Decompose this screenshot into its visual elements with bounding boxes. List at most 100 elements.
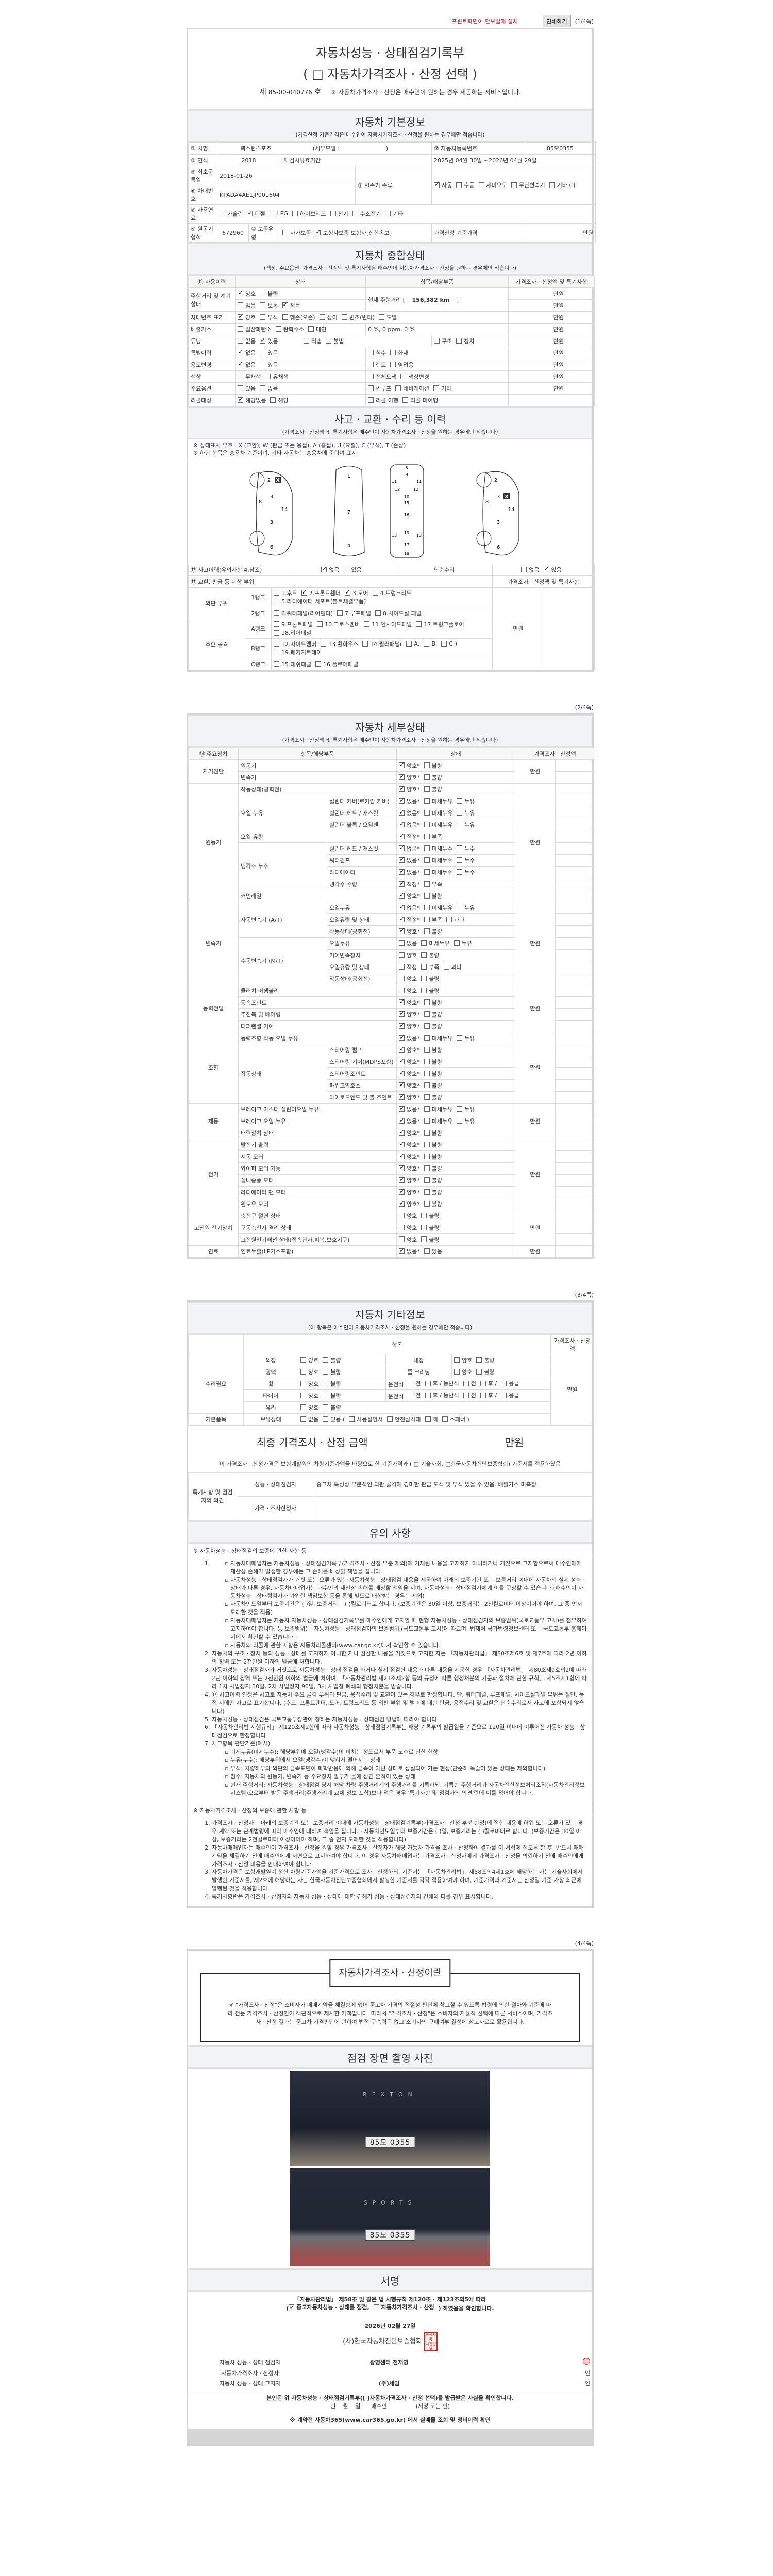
checkbox[interactable]: [399, 1105, 405, 1112]
checkbox[interactable]: [399, 1010, 405, 1018]
checkbox[interactable]: [399, 1225, 405, 1231]
checkbox[interactable]: [372, 590, 378, 596]
checkbox[interactable]: [321, 641, 327, 647]
checkbox[interactable]: [300, 1404, 306, 1411]
checkbox[interactable]: [457, 810, 463, 816]
checkbox[interactable]: [270, 397, 276, 403]
checkbox[interactable]: [341, 314, 347, 320]
checkbox[interactable]: [349, 1416, 355, 1422]
checkbox[interactable]: [424, 1118, 430, 1124]
checkbox[interactable]: [300, 1416, 306, 1422]
checkbox[interactable]: [220, 211, 225, 217]
checkbox[interactable]: [424, 786, 430, 792]
checkbox[interactable]: [463, 1380, 469, 1386]
checkbox[interactable]: [238, 348, 243, 356]
checkbox[interactable]: [399, 927, 405, 935]
checkbox[interactable]: [399, 1213, 405, 1219]
checkbox[interactable]: [424, 928, 430, 935]
checkbox[interactable]: [399, 976, 405, 982]
checkbox[interactable]: [424, 1047, 430, 1053]
checkbox[interactable]: [424, 881, 430, 887]
checkbox[interactable]: [300, 1381, 306, 1387]
checkbox[interactable]: [480, 1380, 486, 1386]
checkbox[interactable]: [337, 610, 343, 616]
checkbox[interactable]: [260, 291, 266, 297]
checkbox[interactable]: [433, 385, 439, 392]
checkbox[interactable]: [399, 796, 405, 804]
checkbox[interactable]: [399, 1199, 405, 1207]
checkbox[interactable]: [399, 785, 405, 792]
checkbox[interactable]: [399, 1188, 405, 1195]
checkbox[interactable]: [399, 820, 405, 828]
checkbox[interactable]: [323, 1357, 329, 1363]
checkbox[interactable]: [424, 999, 430, 1006]
checkbox[interactable]: [326, 338, 332, 344]
checkbox[interactable]: [274, 621, 279, 628]
checkbox[interactable]: [282, 230, 288, 236]
checkbox[interactable]: [368, 374, 374, 380]
checkbox[interactable]: [399, 1152, 405, 1160]
checkbox[interactable]: [421, 976, 427, 982]
checkbox[interactable]: [390, 350, 396, 356]
checkbox[interactable]: [425, 1392, 431, 1398]
checkbox[interactable]: [425, 1416, 431, 1422]
checkbox[interactable]: [399, 868, 405, 875]
checkbox[interactable]: [421, 1236, 427, 1243]
checkbox[interactable]: [274, 641, 279, 647]
checkbox[interactable]: [323, 1369, 329, 1375]
checkbox[interactable]: [399, 1247, 405, 1255]
checkbox[interactable]: [456, 338, 462, 344]
checkbox[interactable]: [424, 1165, 430, 1172]
checkbox[interactable]: [260, 314, 266, 320]
checkbox[interactable]: [457, 798, 463, 804]
checkbox[interactable]: [260, 350, 266, 356]
checkbox[interactable]: [478, 182, 484, 188]
checkbox[interactable]: [378, 314, 384, 320]
checkbox[interactable]: [457, 822, 463, 828]
checkbox[interactable]: [454, 1357, 460, 1363]
checkbox[interactable]: [424, 1177, 430, 1183]
checkbox[interactable]: [399, 1093, 405, 1100]
checkbox[interactable]: [399, 1022, 405, 1029]
checkbox[interactable]: [399, 1236, 405, 1243]
checkbox[interactable]: [424, 810, 430, 816]
checkbox[interactable]: [282, 314, 288, 320]
checkbox[interactable]: [300, 1369, 306, 1375]
checkbox[interactable]: [238, 313, 243, 320]
checkbox[interactable]: [238, 338, 243, 344]
checkbox[interactable]: [399, 988, 405, 994]
checkbox[interactable]: [457, 1035, 463, 1041]
checkbox[interactable]: [373, 2304, 379, 2311]
checkbox[interactable]: [260, 336, 265, 344]
checkbox[interactable]: [315, 228, 321, 236]
checkbox[interactable]: [368, 385, 374, 392]
checkbox[interactable]: [289, 2303, 294, 2312]
checkbox[interactable]: [421, 964, 427, 970]
checkbox[interactable]: [323, 1404, 329, 1411]
checkbox[interactable]: [238, 326, 243, 332]
checkbox[interactable]: [424, 893, 430, 899]
checkbox[interactable]: [292, 211, 298, 217]
checkbox[interactable]: [399, 879, 405, 887]
checkbox[interactable]: [274, 590, 279, 596]
install-link[interactable]: 프린트화면이 안보일때 설치: [451, 18, 518, 25]
checkbox[interactable]: [457, 857, 463, 863]
checkbox[interactable]: [457, 869, 463, 875]
checkbox[interactable]: [399, 1164, 405, 1172]
checkbox[interactable]: [399, 891, 405, 899]
checkbox[interactable]: [375, 610, 381, 616]
checkbox[interactable]: [521, 567, 527, 573]
checkbox[interactable]: [457, 905, 463, 911]
checkbox[interactable]: [501, 1392, 507, 1398]
checkbox[interactable]: [457, 1106, 463, 1112]
checkbox[interactable]: [543, 565, 549, 573]
checkbox[interactable]: [362, 641, 368, 647]
checkbox[interactable]: [421, 1225, 427, 1231]
checkbox[interactable]: [549, 182, 555, 188]
checkbox[interactable]: [463, 1392, 469, 1398]
checkbox[interactable]: [238, 289, 243, 297]
checkbox[interactable]: [399, 773, 405, 781]
checkbox[interactable]: [453, 940, 460, 946]
checkbox[interactable]: [399, 1045, 405, 1053]
checkbox[interactable]: [260, 385, 266, 392]
